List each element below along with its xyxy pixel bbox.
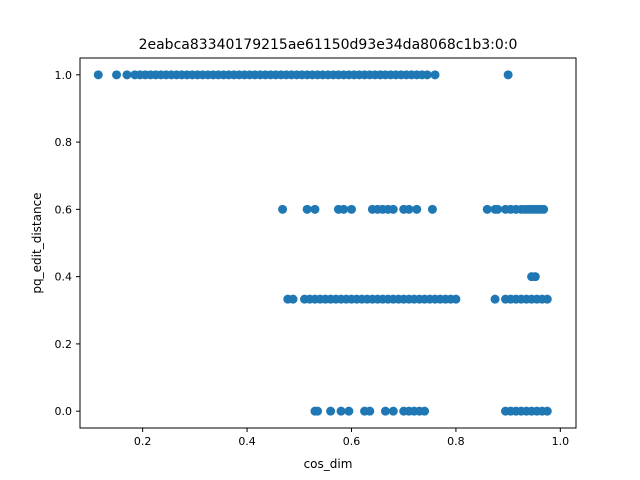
- data-point: [542, 294, 552, 304]
- data-point: [451, 294, 461, 304]
- data-point: [530, 272, 540, 282]
- x-axis-ticks: 0.2 0.4 0.6 0.8 1.0: [134, 428, 569, 448]
- data-point: [310, 204, 320, 214]
- data-point: [122, 70, 132, 80]
- data-point: [490, 294, 500, 304]
- data-point: [365, 406, 375, 416]
- data-points: [93, 70, 552, 416]
- y-tick-label: 0.4: [55, 271, 73, 284]
- y-tick-label: 0.8: [55, 136, 73, 149]
- data-point: [278, 204, 288, 214]
- data-point: [112, 70, 122, 80]
- data-point: [420, 406, 430, 416]
- data-point: [482, 204, 492, 214]
- data-point: [388, 204, 398, 214]
- y-tick-label: 0.0: [55, 405, 73, 418]
- data-point: [539, 204, 549, 214]
- x-tick-label: 0.2: [134, 435, 152, 448]
- data-point: [339, 204, 349, 214]
- x-tick-label: 1.0: [552, 435, 570, 448]
- y-tick-label: 0.2: [55, 338, 73, 351]
- x-tick-label: 0.4: [238, 435, 256, 448]
- x-tick-label: 0.6: [343, 435, 361, 448]
- data-point: [503, 70, 513, 80]
- data-point: [302, 204, 312, 214]
- data-point: [313, 406, 323, 416]
- data-point: [493, 204, 503, 214]
- y-axis-label: pq_edit_distance: [30, 192, 44, 293]
- y-axis-ticks: 0.0 0.2 0.4 0.6 0.8 1.0: [55, 69, 80, 418]
- plot-area-frame: [79, 57, 577, 429]
- data-point: [288, 294, 298, 304]
- y-tick-label: 1.0: [55, 69, 73, 82]
- data-point: [412, 204, 422, 214]
- data-point: [427, 204, 437, 214]
- data-point: [542, 406, 552, 416]
- data-point: [388, 406, 398, 416]
- data-point: [346, 204, 356, 214]
- data-point: [336, 406, 346, 416]
- x-axis-label: cos_dim: [304, 457, 353, 471]
- data-point: [404, 204, 414, 214]
- x-tick-label: 0.8: [447, 435, 465, 448]
- data-point: [326, 406, 336, 416]
- data-point: [430, 70, 440, 80]
- chart-title: 2eabca83340179215ae61150d93e34da8068c1b3…: [139, 37, 518, 53]
- y-tick-label: 0.6: [55, 203, 73, 216]
- data-point: [380, 406, 390, 416]
- data-point: [422, 70, 432, 80]
- data-point: [93, 70, 103, 80]
- data-point: [344, 406, 354, 416]
